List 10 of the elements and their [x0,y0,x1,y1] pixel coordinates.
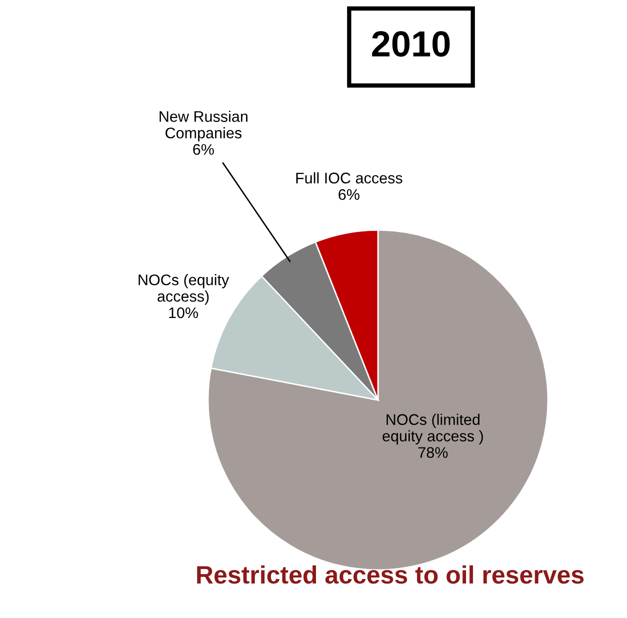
data-label: 78% [418,447,448,458]
data-label: 10% [169,307,198,318]
chart-subtitle: 2010 [372,31,450,57]
slice-label: New Russian Companies [160,110,248,142]
slice-label: Full IOC access [296,172,402,184]
data-label: 6% [338,189,360,200]
data-label: 6% [193,144,214,155]
slice-label: NOCs (equity access) [138,274,230,305]
slice-label: NOCs (limited equity access ) [382,414,483,444]
text: Restricted access to oil reserves [197,565,584,584]
